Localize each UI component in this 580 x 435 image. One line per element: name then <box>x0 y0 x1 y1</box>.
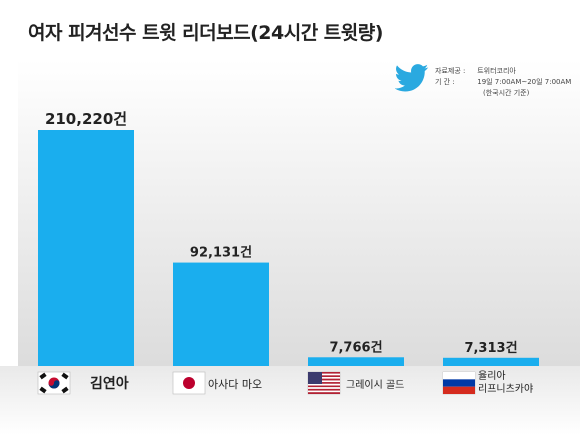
twitter-bird-icon <box>395 64 429 92</box>
category-label-3-line-0: 율리아 <box>478 370 506 382</box>
flag-japan-icon <box>172 371 206 395</box>
bar-3 <box>443 357 539 366</box>
data-label-group: 210,220건 92,131건 7,766건 7,313건 <box>45 110 518 356</box>
category-label-2: 그레이시 골드 <box>346 379 404 391</box>
flag-usa-icon <box>307 371 341 395</box>
flag-korea-icon <box>37 371 71 395</box>
source-line-timezone: (한국시간 기준) <box>483 89 530 97</box>
bar-1 <box>173 262 269 366</box>
category-label-0: 김연아 <box>90 375 129 392</box>
data-label-3: 7,313건 <box>464 340 517 356</box>
bar-group <box>38 130 539 366</box>
data-label-2: 7,766건 <box>329 339 382 355</box>
bar-0 <box>38 130 134 366</box>
data-label-0: 210,220건 <box>45 110 127 128</box>
category-label-3-line-1: 리프니츠카야 <box>478 383 533 395</box>
chart-title: 여자 피겨선수 트윗 리더보드(24시간 트윗량) <box>28 22 383 44</box>
data-label-1: 92,131건 <box>190 245 252 261</box>
category-label-1: 아사다 마오 <box>208 378 262 391</box>
chart-floor <box>0 366 580 435</box>
flag-russia-icon <box>442 371 476 395</box>
source-note: 자료제공 : 트위터코리아 기 간 : 19일 7:00AM~20일 7:00A… <box>435 66 571 99</box>
source-line-period: 기 간 : 19일 7:00AM~20일 7:00AM <box>435 78 572 86</box>
bar-2 <box>308 357 404 366</box>
source-line-provider: 자료제공 : 트위터코리아 <box>435 67 516 75</box>
